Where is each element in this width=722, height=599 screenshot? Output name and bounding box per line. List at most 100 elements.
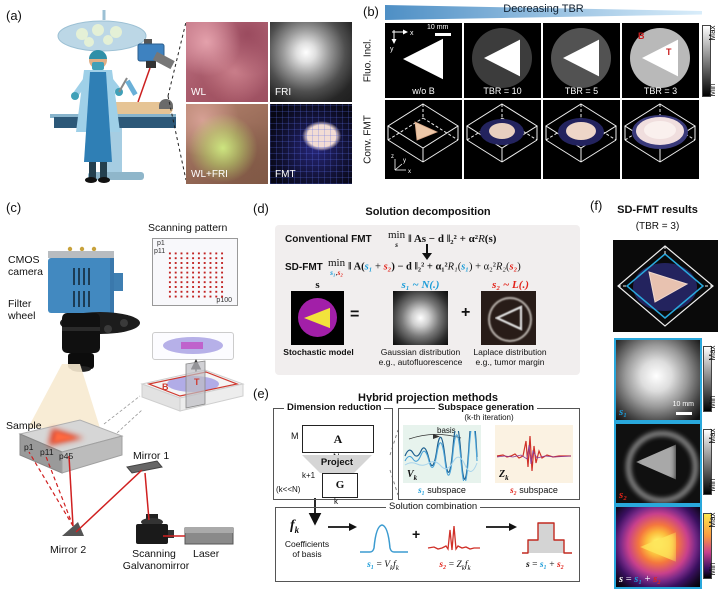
- laplace-image: [481, 291, 536, 345]
- s1-colorbar: [703, 346, 712, 412]
- panel-f: (f) SD-FMT results (TBR = 3) s₁ 10 mm: [585, 196, 722, 599]
- scan-dots-grid: [167, 251, 225, 299]
- s2-component-curve: [427, 525, 480, 551]
- panel-e-connectors: [308, 429, 399, 526]
- combined-equation: s = s₁ + s₂: [526, 560, 564, 570]
- solution-combination-box: Solution combination fk Coefficients of …: [275, 501, 580, 582]
- cell-1-caption: w/o B: [412, 86, 435, 96]
- basis-label: basis: [437, 426, 456, 435]
- k-plus-1-label: k+1: [302, 471, 316, 480]
- mirror1-label: Mirror 1: [133, 450, 170, 462]
- svg-text:x: x: [410, 30, 414, 37]
- svg-text:z: z: [391, 154, 394, 160]
- p1-point-label: p1: [24, 442, 34, 452]
- panel-f-label: (f): [590, 198, 603, 213]
- scanning-pattern-box: p1 p11 p100: [152, 238, 238, 306]
- dimension-reduction-title: Dimension reduction: [284, 402, 385, 413]
- panel-e-title: Hybrid projection methods: [358, 392, 498, 404]
- combined-image-label: s = s₁ + s₂: [619, 574, 661, 585]
- plus-sign: +: [412, 526, 421, 542]
- arrow-icon: [328, 523, 357, 531]
- s1-colorbar-min: Min: [708, 395, 717, 409]
- scanning-pattern-title: Scanning pattern: [148, 222, 228, 234]
- stochastic-model-image: [291, 291, 344, 345]
- subspace-generation-box: Subspace generation (k-th iteration) bas…: [398, 402, 580, 500]
- panel-d-title: Solution decomposition: [365, 206, 491, 218]
- laplace-caption: Laplace distribution e.g., tumor margin: [473, 347, 547, 367]
- scalebar-label: 10 mm: [427, 24, 449, 31]
- combined-colorbar-min: Min: [708, 562, 717, 576]
- s1-component-curve: [360, 524, 408, 553]
- matrix-g: G: [322, 473, 358, 498]
- s2-distribution-header: s₂ ~ L(.): [492, 279, 529, 291]
- wl-fri-label: WL+FRI: [191, 169, 228, 180]
- sd-fmt-3d-wireframe: [617, 245, 714, 327]
- phantom-marker-t: T: [194, 377, 200, 387]
- conv-fmt-cell-1: z y x: [385, 100, 462, 179]
- s-header: s: [315, 279, 320, 291]
- cmos-camera-illustration: [48, 246, 140, 372]
- sd-fmt-label: SD-FMT: [285, 262, 323, 273]
- s1-basis-waves: [404, 431, 478, 481]
- panel-b: (b) Decreasing TBR Fluo. Incl. Conv. FMT…: [361, 0, 722, 196]
- projection-funnel: [302, 455, 372, 473]
- conv-fmt-cell-4: [622, 100, 699, 179]
- equals-sign: =: [350, 306, 360, 323]
- conventional-fmt-equation: min s ‖ As − d ‖₂² + α²R(s): [388, 229, 497, 249]
- laser-label: Laser: [193, 548, 220, 560]
- fluo-cell-2: TBR = 10: [464, 23, 541, 98]
- s1-distribution-header: s₁ ~ N(.): [401, 279, 440, 291]
- solution-combination-title: Solution combination: [386, 501, 481, 512]
- sample-label: Sample: [6, 420, 42, 432]
- fmt-mesh-image: FMT: [270, 104, 352, 184]
- dim-m-label: M: [291, 431, 299, 441]
- s2-colorbar-max: Max: [708, 428, 717, 444]
- svg-text:x: x: [408, 169, 411, 175]
- galvo-label-line1: Scanning: [132, 548, 176, 560]
- phantom-marker-b: B: [162, 382, 169, 392]
- white-light-image: WL: [186, 22, 268, 102]
- decreasing-tbr-wedge: [385, 5, 702, 20]
- panel-f-title: SD-FMT results: [617, 204, 698, 216]
- fmt-3d-render: z y x: [387, 103, 459, 175]
- margin-ring: [488, 297, 532, 342]
- vk-label: Vk: [407, 469, 418, 482]
- panel-e: (e) Hybrid projection methods Dimension …: [248, 376, 585, 599]
- panel-c-label: (c): [6, 200, 22, 215]
- cell-4-caption: TBR = 3: [643, 86, 678, 96]
- p100-label: p100: [216, 297, 232, 304]
- row1-label: Fluo. Incl.: [362, 38, 374, 83]
- coefficients-caption: Coefficients of basis: [284, 539, 330, 559]
- marker-b: B: [638, 31, 645, 41]
- panel-d: (d) Solution decomposition Conventional …: [248, 196, 585, 376]
- scalebar: [435, 33, 451, 36]
- fmt-3d-render: [624, 103, 696, 163]
- p1-label: p1: [157, 240, 165, 247]
- project-label: Project: [320, 457, 354, 468]
- dimension-reduction-box: Dimension reduction A M N Project G k+1 …: [273, 402, 393, 506]
- s1-subspace-label: s₁ subspace: [418, 485, 466, 495]
- gaussian-image: [393, 291, 448, 345]
- galvo-label-line2: Galvanomirror: [122, 560, 190, 572]
- matrix-a: A: [302, 425, 374, 453]
- s2-image-label: s₂: [619, 489, 628, 501]
- k-label: k: [334, 497, 338, 506]
- panel-a: (a): [0, 0, 361, 196]
- s2-result-image: s₂: [614, 422, 702, 505]
- p11-label: p11: [154, 248, 166, 255]
- k-much-less-n-label: (k<<N): [276, 485, 301, 494]
- fmt-label: FMT: [275, 169, 296, 180]
- scalebar-label: 10 mm: [672, 401, 694, 408]
- conv-fmt-cell-3: [543, 100, 620, 179]
- s2-equation: s₂ = Zkfk: [439, 560, 471, 572]
- colorbar-min-label: Min: [708, 83, 717, 97]
- fk-label: fk: [290, 518, 300, 535]
- down-arrow-icon: [422, 244, 432, 260]
- s1-image-label: s₁: [619, 406, 628, 418]
- scalebar: [676, 412, 692, 415]
- fmt-3d-render: [466, 103, 538, 163]
- wl-label: WL: [191, 87, 206, 98]
- combined-colorbar: [703, 513, 712, 579]
- s2-subspace-panel: Zk: [495, 425, 573, 483]
